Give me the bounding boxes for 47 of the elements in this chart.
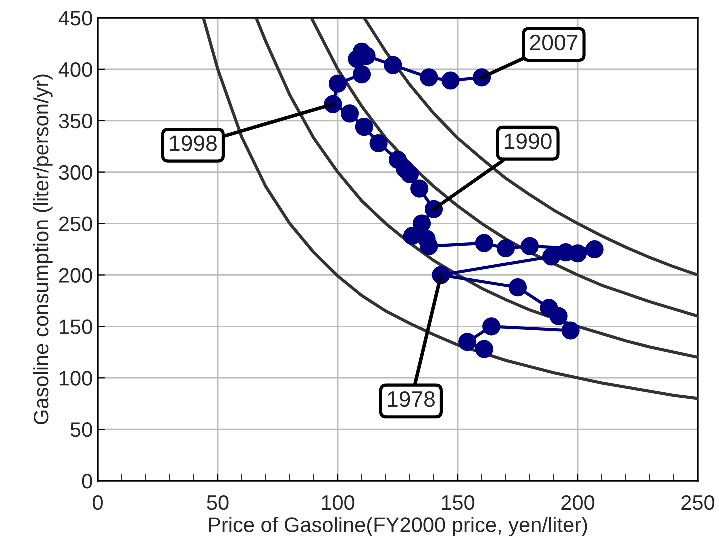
x-tick-label: 150 xyxy=(442,495,475,510)
y-tick-label: 300 xyxy=(59,165,92,180)
point xyxy=(355,118,374,136)
point xyxy=(340,104,360,123)
annotation: 1978 xyxy=(388,391,435,408)
x-tick-label: 50 xyxy=(207,495,229,510)
line-series xyxy=(310,18,698,318)
y-tick-label: 50 xyxy=(70,422,92,438)
y-tick-label: 350 xyxy=(59,114,92,129)
x-tick-label: 100 xyxy=(322,495,355,510)
x-axis-title: Price of Gasoline(FY2000 price, yen/liter) xyxy=(209,517,588,537)
point xyxy=(496,239,516,258)
point xyxy=(520,237,540,256)
annotation: 1998 xyxy=(170,136,217,152)
point xyxy=(442,72,460,90)
y-tick-label: 150 xyxy=(60,320,92,334)
point xyxy=(370,134,388,153)
y-tick-label: 0 xyxy=(82,474,92,489)
point xyxy=(475,340,494,358)
point xyxy=(508,278,528,297)
point xyxy=(482,318,501,336)
point xyxy=(540,299,558,318)
y-tick-label: 450 xyxy=(58,11,92,26)
x-tick-label: 250 xyxy=(682,495,715,510)
x-tick-label: 200 xyxy=(562,495,595,510)
y-tick-label: 100 xyxy=(60,371,92,386)
y-tick-label: 400 xyxy=(58,62,92,78)
point xyxy=(586,240,604,259)
y-axis-title: Gasoline consumption (liter/person/yr) xyxy=(33,74,53,424)
point xyxy=(388,150,408,170)
y-tick-label: 200 xyxy=(59,268,92,283)
line-series xyxy=(254,18,698,360)
point xyxy=(542,248,561,266)
point xyxy=(384,56,402,74)
x-tick-label: 0 xyxy=(93,495,103,510)
annotation: 2007 xyxy=(530,34,578,51)
point xyxy=(412,214,432,233)
point xyxy=(475,234,494,252)
point xyxy=(328,74,348,93)
point xyxy=(420,68,438,87)
line-series xyxy=(362,18,698,277)
point xyxy=(410,180,429,198)
y-tick-label: 250 xyxy=(59,216,92,232)
point xyxy=(562,322,580,340)
point xyxy=(352,66,372,84)
point xyxy=(458,333,477,352)
annotation: 1990 xyxy=(504,134,552,150)
